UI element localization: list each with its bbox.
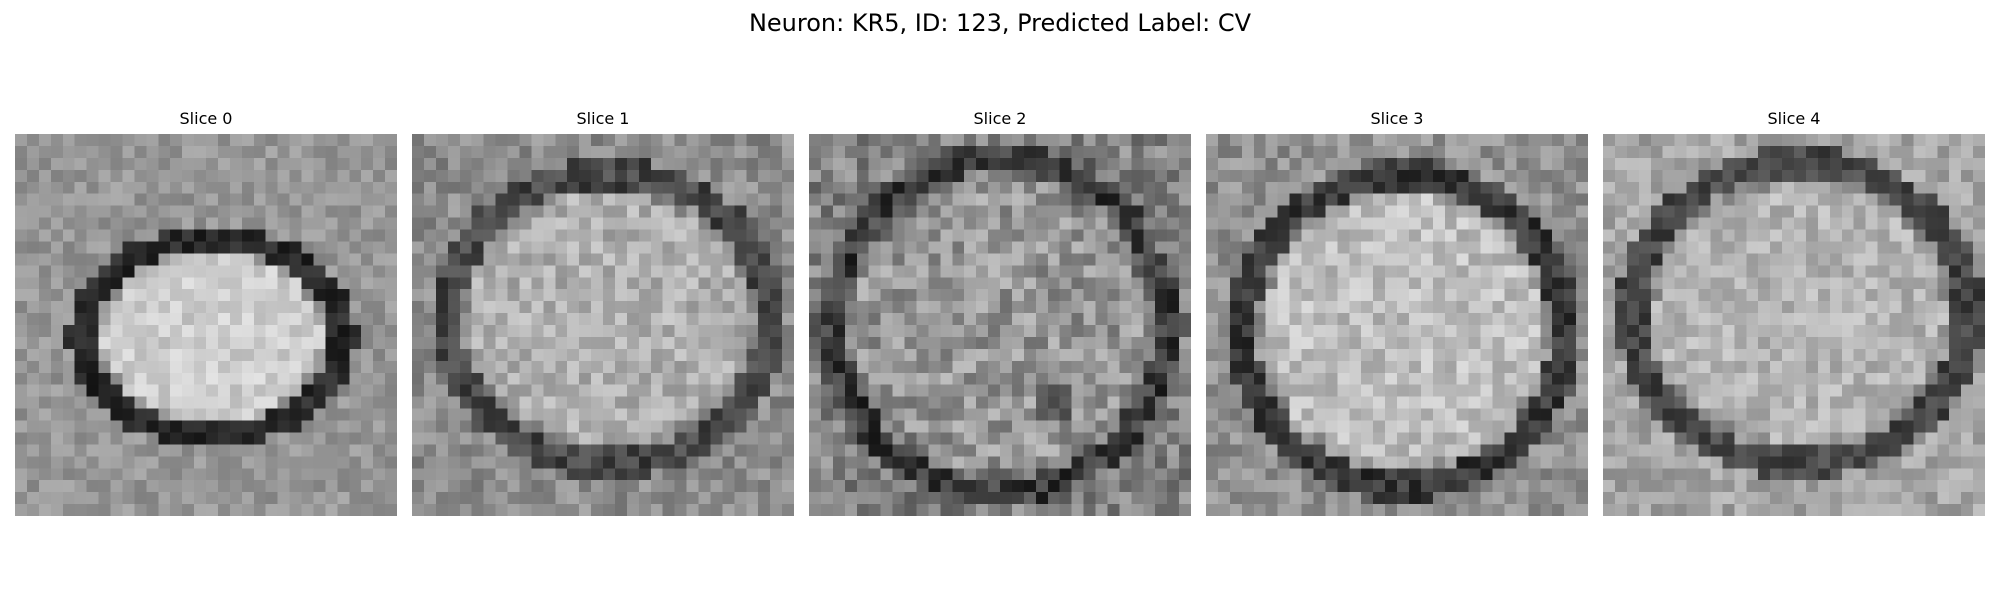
slice-title-2: Slice 2 <box>973 109 1027 128</box>
slice-title-3: Slice 3 <box>1370 109 1424 128</box>
slice-image-0 <box>15 134 397 516</box>
slice-image-4 <box>1603 134 1985 516</box>
slice-title-4: Slice 4 <box>1767 109 1821 128</box>
slice-image-1 <box>412 134 794 516</box>
slice-title-0: Slice 0 <box>179 109 233 128</box>
slice-panel-2: Slice 2 <box>809 108 1191 518</box>
figure-title: Neuron: KR5, ID: 123, Predicted Label: C… <box>748 9 1252 37</box>
slice-panel-1: Slice 1 <box>412 108 794 518</box>
slice-panel-4: Slice 4 <box>1603 108 1985 518</box>
slice-title-1: Slice 1 <box>576 109 630 128</box>
slice-image-3 <box>1206 134 1588 516</box>
slice-panel-3: Slice 3 <box>1206 108 1588 518</box>
slice-panel-0: Slice 0 <box>15 108 397 518</box>
slice-image-2 <box>809 134 1191 516</box>
